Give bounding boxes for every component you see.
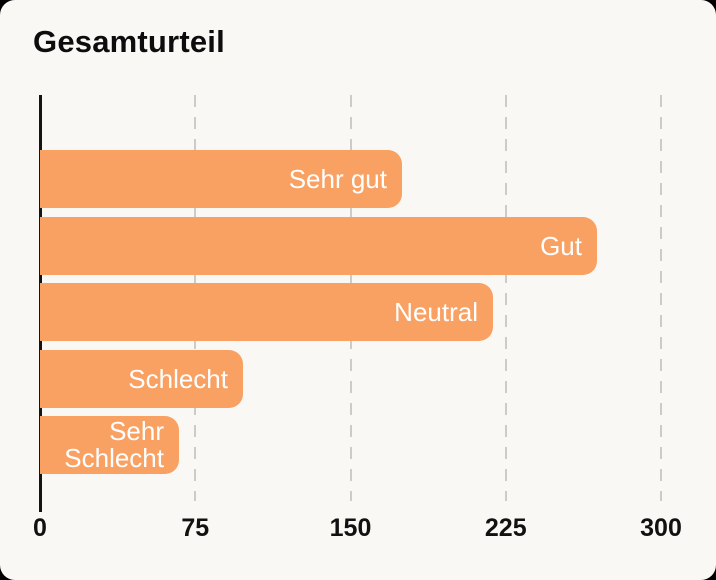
bar: Neutral [40,283,493,341]
bar-label: Neutral [394,296,478,327]
bar: Schlecht [40,350,243,408]
gridline-x-300 [660,95,662,501]
bar: Sehr Schlecht [40,416,179,474]
x-tick-label: 0 [33,514,47,542]
x-tick-label: 150 [329,514,372,542]
bar-label: Sehr gut [288,163,387,194]
chart-title: Gesamturteil [33,24,225,59]
bar-label: Sehr Schlecht [64,416,164,473]
x-tick-label: 300 [640,514,682,542]
bar-label: Gut [540,230,582,261]
bar-label: Schlecht [128,363,228,394]
bar: Gut [40,217,597,275]
bar: Sehr gut [40,150,402,208]
x-tick-label: 75 [181,514,210,542]
gridline-x-225 [504,95,507,501]
x-tick-label: 225 [484,514,527,542]
